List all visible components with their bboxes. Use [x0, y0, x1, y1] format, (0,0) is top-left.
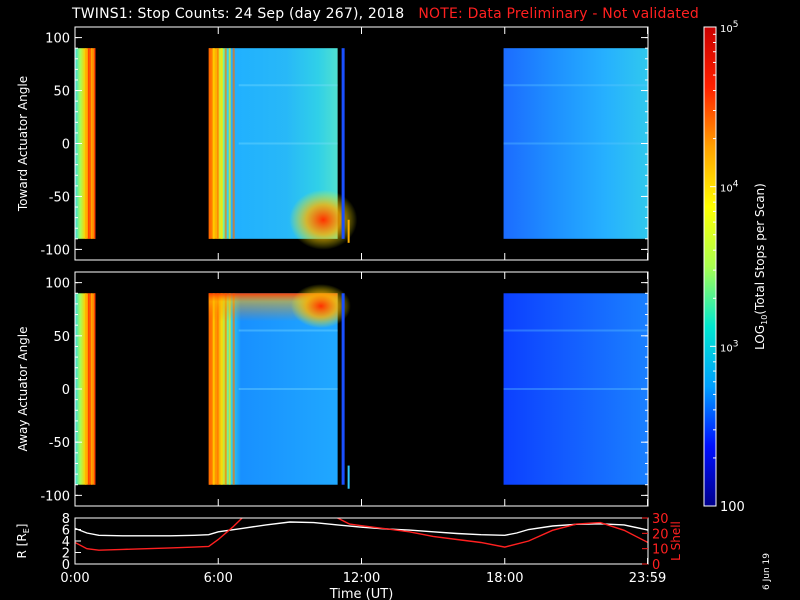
stripe-texture [224, 293, 227, 485]
stripe-texture [228, 293, 231, 485]
hot-region [289, 189, 358, 250]
right-tick-label: 20 [652, 527, 669, 542]
stripe-texture [212, 48, 215, 239]
stripe-texture [91, 293, 93, 485]
y-tick-label: 100 [45, 32, 70, 47]
stripe-texture [94, 48, 96, 239]
artifact-line [238, 388, 338, 390]
stripe-texture [220, 48, 223, 239]
stripe-texture [208, 293, 211, 485]
hot-region [290, 284, 351, 329]
stripe-texture [85, 293, 87, 485]
stripe-texture [88, 293, 90, 485]
artifact-line [238, 142, 338, 145]
y-tick-label: -100 [40, 243, 70, 258]
stripe-texture [232, 293, 235, 485]
stripe-texture [216, 293, 219, 485]
y-axis-label: Away Actuator Angle [16, 326, 30, 451]
y-axis-label: Toward Actuator Angle [16, 76, 30, 212]
colorbar: 100 103 104 105 LOG10(Total Stops per Scan) [703, 20, 769, 515]
x-tick-label: 12:00 [343, 571, 380, 586]
stripe-texture [232, 48, 235, 239]
x-tick-label: 23:59 [629, 571, 666, 586]
x-tick-label: 18:00 [486, 571, 523, 586]
artifact-line [238, 329, 338, 332]
stripe-texture [91, 48, 93, 239]
stripe-texture [220, 293, 223, 485]
x-axis-label: Time (UT) [329, 587, 394, 600]
data-block-3 [503, 293, 648, 485]
left-tick-label: 2 [62, 547, 70, 562]
panel-away: -100 -50 0 50 100 Away Actuator Angle [16, 271, 649, 507]
y-tick-label: 0 [62, 138, 70, 153]
left-tick-label: 6 [62, 524, 70, 539]
colorbar-tick-label: 100 [720, 500, 745, 515]
scan-line [341, 293, 345, 485]
left-tick-label: 0 [62, 558, 70, 573]
scan-marker [347, 465, 350, 489]
artifact-line [503, 84, 648, 87]
left-axis-label: R [RE] [15, 524, 31, 559]
y-tick-label: -50 [49, 190, 70, 205]
colorbar-label: LOG10(Total Stops per Scan) [753, 183, 769, 350]
r-earth-line [75, 521, 648, 537]
y-tick-label: 100 [45, 277, 70, 292]
colorbar-tick-label: 103 [720, 339, 738, 354]
y-tick-label: -100 [40, 489, 70, 504]
y-tick-label: 50 [53, 330, 70, 345]
colorbar-tick-label: 105 [720, 20, 738, 35]
stripe-texture [88, 48, 90, 239]
stripe-texture [212, 293, 215, 485]
title-main: TWINS1: Stop Counts: 24 Sep (day 267), 2… [72, 6, 405, 22]
left-tick-label: 4 [62, 535, 70, 550]
stripe-texture [94, 293, 96, 485]
panel-toward: -100 -50 0 50 100 Toward Actuator Angle [16, 26, 649, 261]
right-axis-label: L Shell [669, 521, 683, 561]
colorbar-tick-label: 104 [720, 180, 739, 195]
artifact-line [503, 388, 648, 390]
scan-line [341, 48, 345, 239]
y-tick-label: -50 [49, 436, 70, 451]
artifact-line [503, 142, 648, 145]
date-stamp: 6 Jun 19 [762, 553, 772, 590]
left-tick-label: 8 [62, 512, 70, 527]
right-tick-label: 0 [652, 558, 660, 573]
x-tick-label: 6:00 [204, 571, 233, 586]
y-tick-label: 50 [53, 85, 70, 100]
stripe-texture [224, 48, 227, 239]
l-shell-line [75, 518, 648, 551]
right-tick-label: 30 [652, 512, 669, 527]
colorbar-scale [703, 26, 717, 507]
right-tick-label: 10 [652, 543, 669, 558]
scan-marker [347, 219, 350, 243]
artifact-line [238, 84, 338, 87]
stripe-texture [228, 48, 231, 239]
y-tick-label: 0 [62, 383, 70, 398]
x-tick-label: 0:00 [60, 571, 89, 586]
artifact-line [503, 329, 648, 332]
stripe-texture [216, 48, 219, 239]
title-note: NOTE: Data Preliminary - Not validated [418, 6, 699, 22]
stripe-texture [208, 48, 211, 239]
stripe-texture [85, 48, 87, 239]
data-block-3 [503, 48, 648, 239]
figure-title: TWINS1: Stop Counts: 24 Sep (day 267), 2… [72, 6, 699, 22]
